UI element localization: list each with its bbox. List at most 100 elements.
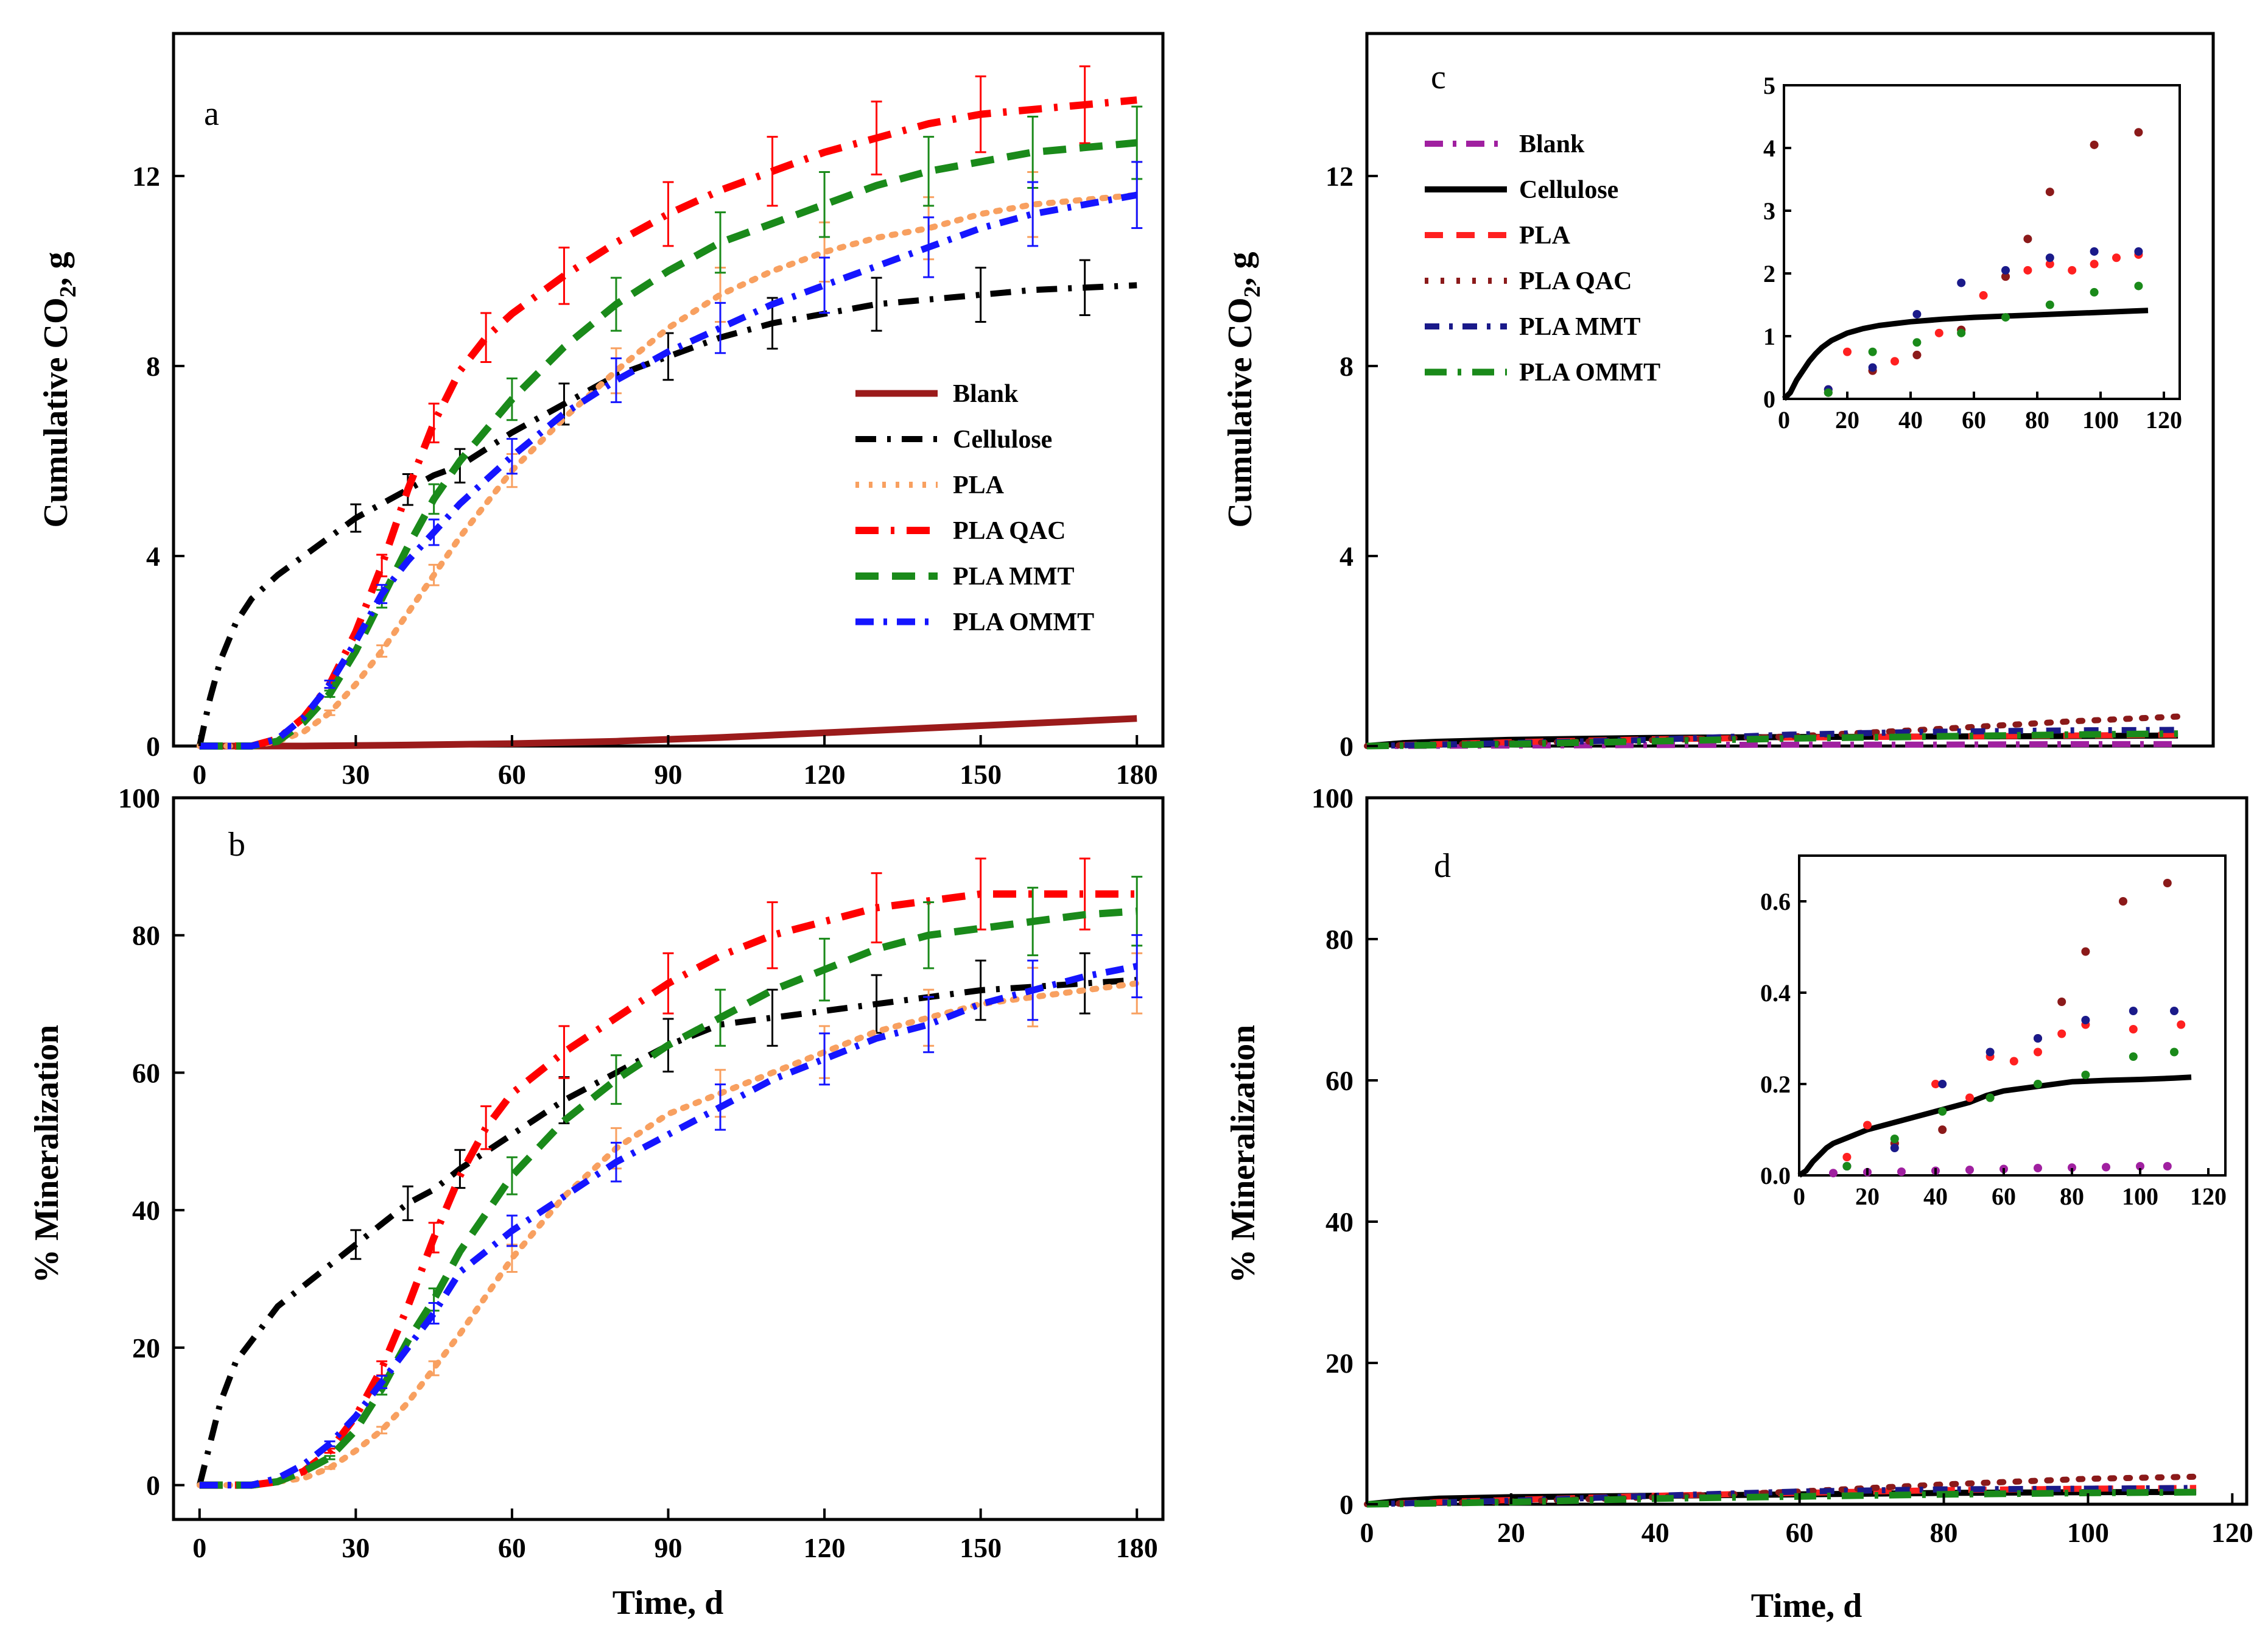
panel-a-ticks: 0 30 60 90 120 150 180 0 4 8 12: [132, 161, 1158, 790]
x-tick-label: 60: [498, 759, 526, 790]
panel-d-inset-pla-mmt-point: [2081, 1016, 2090, 1024]
panel-c-inset-pla-ommt-point: [1868, 347, 1877, 356]
panel-b-cellulose-errorbar: [767, 988, 778, 1047]
x-tick-label: 20: [1497, 1517, 1525, 1548]
panel-d-inset-pla-ommt-point: [2170, 1047, 2178, 1057]
panel-d-inset-pla-point: [1931, 1080, 1940, 1088]
x-tick-label: 120: [804, 1532, 846, 1563]
panel-b-pla-mmt-errorbar: [506, 1156, 518, 1195]
x-tick-label: 120: [2146, 406, 2182, 434]
x-tick-label: 150: [960, 1532, 1002, 1563]
panel-d-inset-blank-point: [1897, 1167, 1906, 1176]
panel-d-inset-pla-point: [2057, 1029, 2066, 1038]
panel-c-inset-pla-point: [2023, 266, 2032, 275]
panel-d-inset-blank-point: [2068, 1163, 2076, 1172]
panel-c-inset-pla-qac-point: [2090, 140, 2099, 149]
panel-b: 0 30 60 90 120 150 180 0 20 40 60 80 100 b % Mineral…: [28, 783, 1165, 1622]
panel-a-legend-label: Cellulose: [953, 426, 1052, 454]
panel-a-legend-label: PLA QAC: [953, 517, 1066, 545]
panel-b-cellulose-errorbar: [1079, 952, 1090, 1015]
panel-b-pla-qac-errorbar: [767, 901, 778, 970]
panel-a-pla-mmt-errorbar: [923, 136, 935, 207]
panel-c-inset-pla-mmt-point: [1868, 363, 1877, 372]
panel-a-y-axis-label: Cumulative CO2, g: [37, 252, 81, 528]
panel-d-inset-pla-ommt-point: [2129, 1052, 2138, 1061]
panel-d-inset-pla-mmt-point: [2170, 1007, 2178, 1015]
x-tick-label: 40: [1898, 406, 1923, 434]
x-tick-label: 150: [960, 759, 1002, 790]
panel-c-inset-pla-point: [2112, 253, 2121, 262]
panel-c-inset-pla-point: [1979, 291, 1988, 300]
panel-d-inset-pla-qac-point: [1938, 1125, 1947, 1134]
panel-c-inset-pla-ommt-point: [1957, 328, 1966, 337]
panel-d-x-axis-label: Time, d: [1751, 1587, 1862, 1625]
panel-a-pla-mmt-errorbar: [715, 211, 726, 274]
panel-c-inset-pla-qac-point: [2134, 128, 2143, 137]
y-tick-label: 20: [1325, 1348, 1353, 1379]
panel-d-inset-cellulose-line: [1797, 1074, 2192, 1178]
panel-a-cellulose-errorbar: [975, 267, 986, 323]
x-tick-label: 30: [342, 759, 370, 790]
panel-c-inset-pla-qac-point: [1912, 350, 1922, 359]
y-tick-label: 0: [1339, 1489, 1353, 1520]
panel-a-series-pla-mmt: [199, 139, 1137, 750]
y-tick-label: 60: [132, 1057, 160, 1088]
x-tick-label: 40: [1923, 1183, 1948, 1210]
panel-d-inset-pla-mmt-point: [1985, 1047, 1995, 1057]
panel-d-inset-pla-ommt-point: [1938, 1107, 1947, 1116]
panel-d-inset-blank-point: [1829, 1169, 1838, 1178]
panel-a-pla-ommt-errorbar: [1131, 161, 1143, 229]
panel-b-pla-qac-errorbar: [480, 1105, 492, 1150]
panel-a-series-pla-qac: [199, 96, 1137, 750]
panel-d-inset-pla-ommt-point: [2081, 1071, 2090, 1079]
panel-c-inset-pla-ommt-point: [2090, 287, 2099, 297]
x-tick-label: 0: [1360, 1517, 1374, 1548]
x-tick-label: 100: [2082, 406, 2119, 434]
panel-c-label: c: [1431, 58, 1446, 96]
panel-a-pla-ommt-errorbar: [610, 357, 622, 403]
panel-c-legend-label: PLA QAC: [1519, 267, 1632, 295]
panel-c-inset-pla-mmt-point: [2045, 253, 2054, 262]
y-tick-label: 0.0: [1760, 1162, 1791, 1189]
panel-d-inset-blank-point: [2102, 1163, 2110, 1172]
panel-c-inset-pla-ommt-point: [2134, 281, 2143, 290]
panel-c-inset-pla-mmt-point: [2001, 266, 2010, 275]
panel-b-pla-qac-errorbar: [558, 1025, 570, 1079]
y-tick-label: 80: [132, 920, 160, 951]
panel-a-legend-label: PLA MMT: [953, 563, 1074, 591]
panel-c-legend-label: PLA: [1519, 222, 1571, 250]
panel-c-inset-pla-ommt-point: [1824, 388, 1833, 397]
panel-c-inset-pla-qac-point: [2001, 272, 2010, 281]
x-tick-label: 80: [1930, 1517, 1958, 1548]
panel-d-inset-pla-point: [2177, 1020, 2186, 1029]
x-tick-label: 0: [192, 1532, 206, 1563]
x-tick-label: 120: [2211, 1517, 2253, 1548]
panel-d-inset-pla-ommt-point: [1890, 1135, 1899, 1143]
panel-d-inset: 0 20 40 60 80 100 120 0.0 0.2 0.4 0.6: [1760, 854, 2227, 1210]
panel-d-inset-blank-point: [1965, 1166, 1974, 1174]
y-tick-label: 8: [1339, 351, 1353, 382]
y-tick-label: 2: [1763, 260, 1775, 287]
x-tick-label: 40: [1641, 1517, 1669, 1548]
panel-a-cellulose-errorbar: [871, 276, 882, 332]
panel-c-inset-pla-mmt-point: [2134, 247, 2143, 256]
y-tick-label: 12: [132, 161, 160, 192]
panel-d-inset-pla-ommt-point: [1842, 1162, 1852, 1170]
y-tick-label: 4: [146, 541, 160, 572]
panel-a-legend-item: PLA QAC: [855, 517, 1066, 545]
panel-c-inset-pla-point: [1934, 328, 1943, 337]
panel-d-series: [1364, 1473, 2200, 1508]
panel-b-cellulose-errorbar: [402, 1185, 413, 1222]
panel-c-ticks: 0 4 8 12: [1325, 161, 1378, 762]
panel-c-inset-pla-qac-point: [2045, 188, 2054, 197]
panel-c-inset-pla-mmt-point: [1912, 309, 1922, 319]
panel-a-series: [196, 65, 1143, 750]
panel-c-inset-pla-qac-point: [2023, 234, 2032, 244]
panel-c-inset-pla-ommt-point: [2045, 300, 2054, 309]
panel-d-inset-pla-point: [1842, 1153, 1852, 1161]
panel-c-inset-cellulose-line: [1782, 308, 2149, 401]
y-tick-label: 3: [1763, 197, 1775, 225]
panel-b-label: b: [228, 826, 245, 864]
x-tick-label: 20: [1855, 1183, 1880, 1210]
